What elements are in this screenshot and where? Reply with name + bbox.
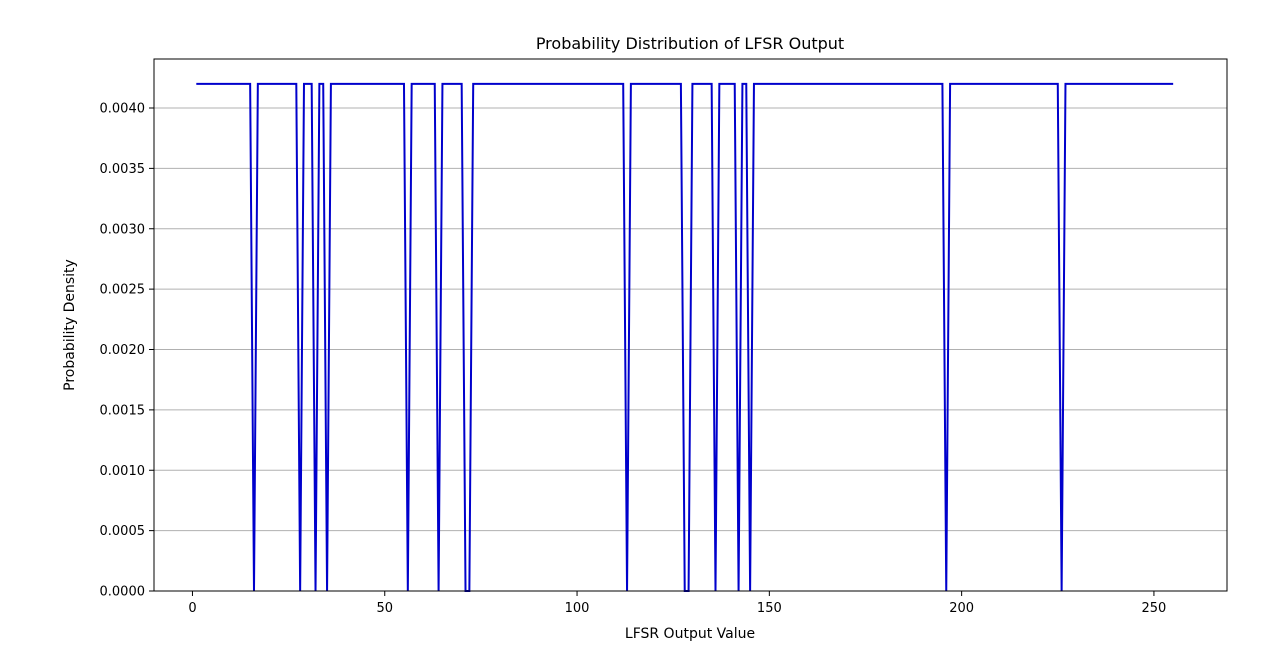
y-tick-label: 0.0025 (100, 283, 146, 298)
y-tick-label: 0.0040 (100, 102, 146, 117)
x-tick-label: 100 (565, 601, 590, 616)
x-tick-label: 250 (1142, 601, 1167, 616)
chart-title: Probability Distribution of LFSR Output (536, 34, 844, 53)
axis-ticks: 0.0000 0.0005 0.0010 0.0015 0.0020 0.0025 0.00… (100, 102, 1167, 617)
series-line (196, 82, 1174, 592)
y-tick-label: 0.0005 (100, 524, 146, 539)
series-layer (196, 82, 1174, 592)
y-tick-label: 0.0020 (100, 343, 146, 358)
x-tick-label: 50 (376, 601, 393, 616)
y-axis-title: Probability Density (62, 259, 78, 391)
x-tick-label: 0 (188, 601, 196, 616)
plot-frame (153, 58, 1228, 592)
y-tick-label: 0.0000 (100, 585, 146, 600)
y-tick-label: 0.0015 (100, 403, 146, 418)
x-axis-title: LFSR Output Value (625, 626, 755, 642)
x-tick-label: 150 (757, 601, 782, 616)
y-tick-label: 0.0030 (100, 222, 146, 237)
y-tick-label: 0.0035 (100, 162, 146, 177)
x-tick-label: 200 (949, 601, 974, 616)
y-tick-label: 0.0010 (100, 464, 146, 479)
